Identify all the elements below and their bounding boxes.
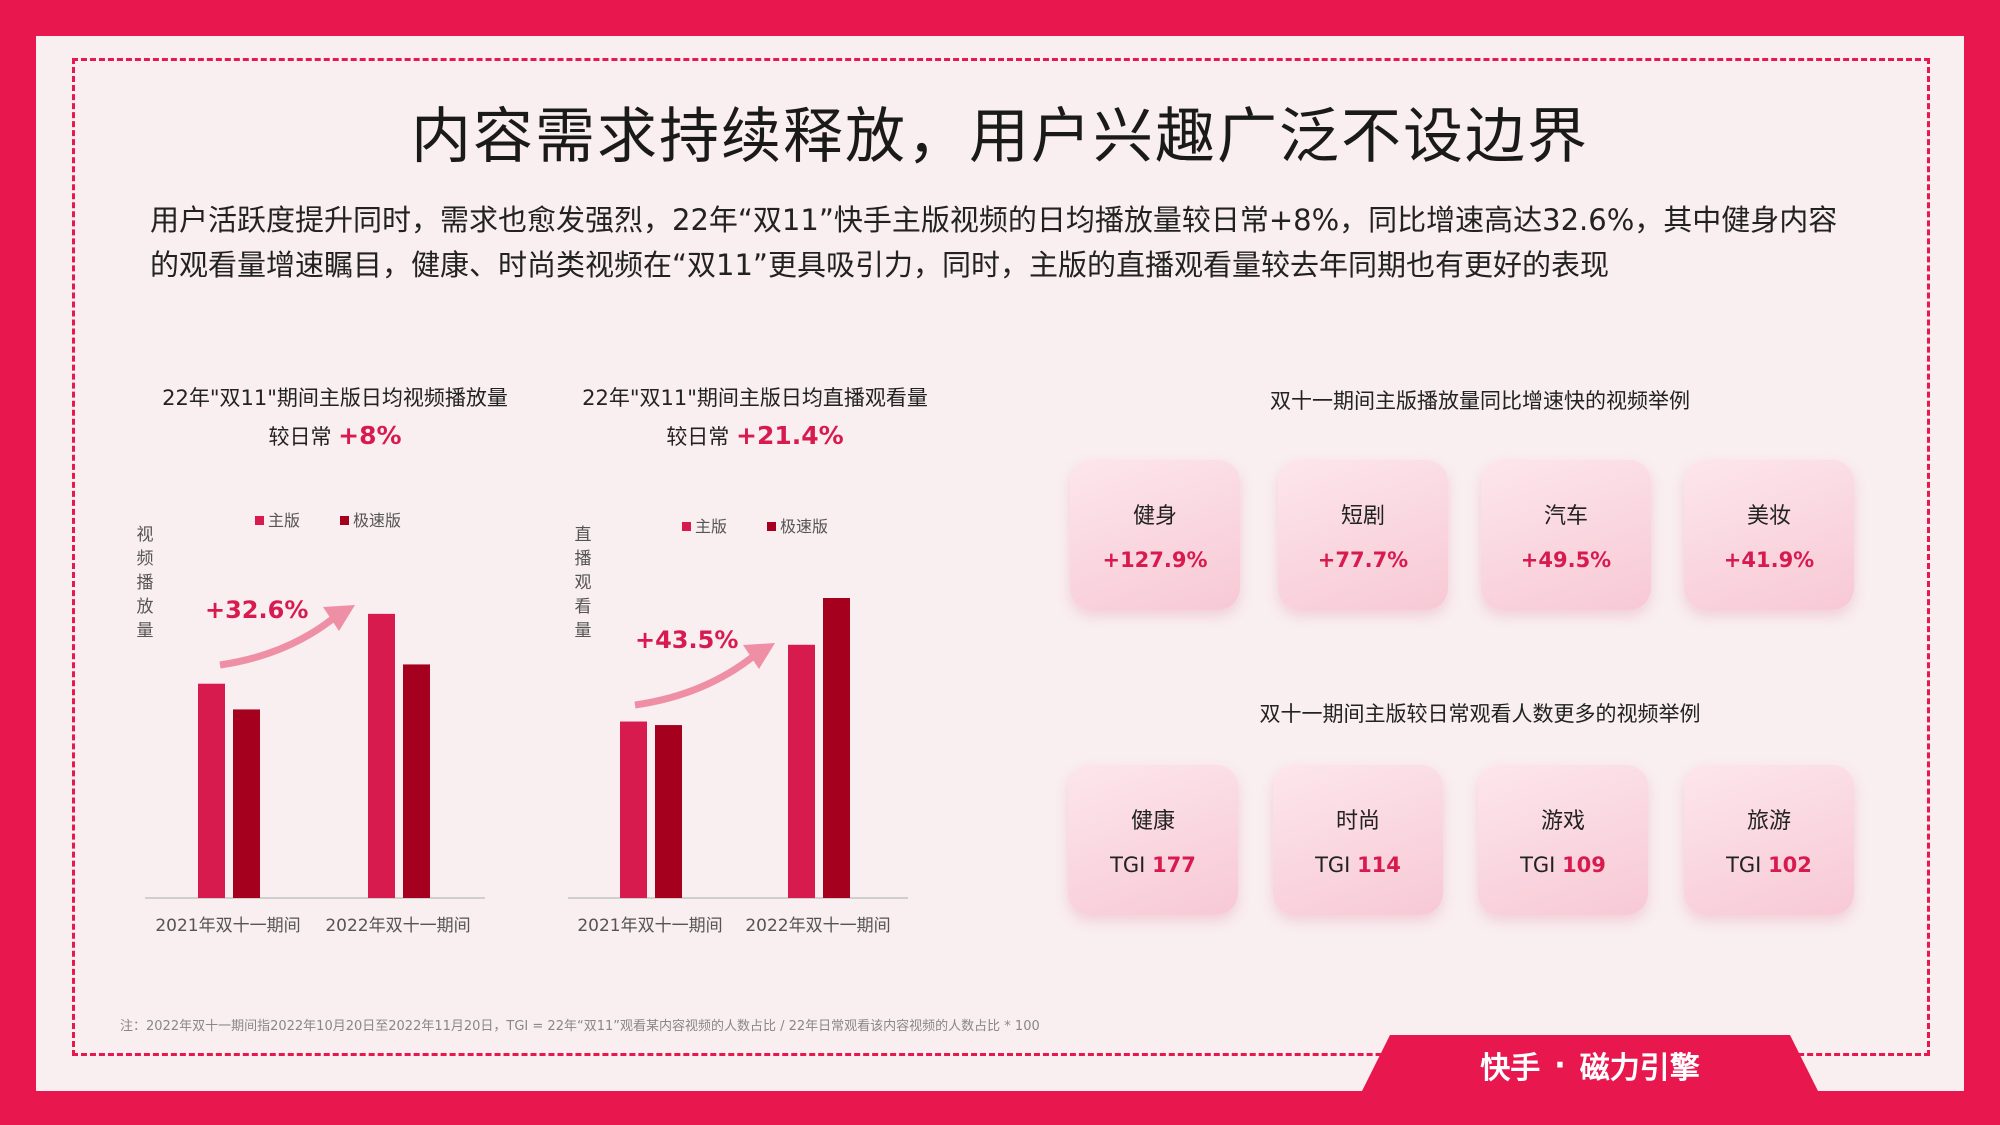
chart2-title-prefix: 较日常 xyxy=(666,425,730,449)
chart2-title-value: +21.4% xyxy=(736,421,844,450)
tgi-number: 177 xyxy=(1152,853,1196,877)
footer-shape xyxy=(1360,1035,1820,1095)
chart1-title-line1: 22年"双11"期间主版日均视频播放量 xyxy=(162,386,508,410)
chart1-bar-express-1 xyxy=(233,709,260,898)
chart2-y-label-char: 直 xyxy=(575,525,592,545)
tgi-prefix: TGI xyxy=(1726,853,1769,877)
kuaishou-logo: 快手 xyxy=(1480,1051,1541,1086)
chart2-bar-main-2 xyxy=(788,644,815,898)
card-category-label: 时尚 xyxy=(1335,809,1380,834)
chart2-title-line1: 22年"双11"期间主版日均直播观看量 xyxy=(582,386,928,410)
chart1-bar-main-1 xyxy=(198,683,225,898)
chart2-y-label-char: 观 xyxy=(575,573,592,593)
card-value: TGI 114 xyxy=(1273,853,1443,877)
card-category-label: 短剧 xyxy=(1340,504,1385,529)
chart1-legend-label-1: 主版 xyxy=(268,511,300,530)
card-category-label: 游戏 xyxy=(1540,809,1585,834)
chart2-y-label-char: 看 xyxy=(575,597,592,617)
tgi-prefix: TGI xyxy=(1315,853,1358,877)
chart2-y-label-char: 播 xyxy=(575,549,592,569)
dashed-border xyxy=(72,58,1930,1056)
tgi-card-2: 时尚 TGI 114 xyxy=(1273,765,1443,915)
footnote: 注：2022年双十一期间指2022年10月20日至2022年11月20日，TGI… xyxy=(120,1019,1040,1034)
footer-separator: · xyxy=(1554,1047,1566,1083)
chart2-bar-express-1 xyxy=(655,725,682,898)
cili-engine-logo: 磁力引擎 xyxy=(1579,1051,1700,1086)
growth-card-3: 汽车 +49.5% xyxy=(1481,460,1651,610)
chart1-y-label-char: 量 xyxy=(137,621,154,641)
card-value: TGI 177 xyxy=(1068,853,1238,877)
card-category-label: 健康 xyxy=(1130,809,1175,834)
card-category-label: 美妆 xyxy=(1746,504,1791,529)
card-category-label: 旅游 xyxy=(1746,809,1791,834)
chart2-x-tick-2: 2022年双十一期间 xyxy=(745,916,890,936)
growth-card-1: 健身 +127.9% xyxy=(1070,460,1240,610)
tgi-number: 102 xyxy=(1768,853,1812,877)
chart2-bar-express-2 xyxy=(823,598,850,898)
tgi-card-4: 旅游 TGI 102 xyxy=(1684,765,1854,915)
footer-banner: 快手 · 磁力引擎 xyxy=(1360,1035,1820,1095)
chart1-growth-arrow xyxy=(219,614,338,669)
card-category-label: 健身 xyxy=(1132,504,1177,529)
card-value: +41.9% xyxy=(1723,548,1815,572)
chart1-title-value: +8% xyxy=(338,421,402,450)
chart2-legend-label-2: 极速版 xyxy=(780,517,828,536)
chart1-x-tick-2: 2022年双十一期间 xyxy=(325,916,470,936)
growth-card-2: 短剧 +77.7% xyxy=(1278,460,1448,610)
chart2-growth-arrow-head xyxy=(743,643,775,669)
chart1-growth-annotation: +32.6% xyxy=(205,596,308,624)
card-value: TGI 109 xyxy=(1478,853,1648,877)
card-category-label: 汽车 xyxy=(1543,504,1588,529)
tgi-card-3: 游戏 TGI 109 xyxy=(1478,765,1648,915)
tgi-prefix: TGI xyxy=(1520,853,1563,877)
card-value: +127.9% xyxy=(1102,548,1208,572)
growth-card-4: 美妆 +41.9% xyxy=(1684,460,1854,610)
card-value: +77.7% xyxy=(1317,548,1409,572)
chart1-y-label-char: 频 xyxy=(137,549,154,569)
chart1-y-label-char: 放 xyxy=(137,597,154,617)
tgi-card-1: 健康 TGI 177 xyxy=(1068,765,1238,915)
chart2-legend-swatch-2 xyxy=(767,522,776,531)
intro-paragraph: 用户活跃度提升同时，需求也愈发强烈，22年“双11”快手主版视频的日均播放量较日… xyxy=(150,203,1838,282)
tgi-section-title: 双十一期间主版较日常观看人数更多的视频举例 xyxy=(1259,702,1701,726)
chart1-bar-express-2 xyxy=(403,664,430,898)
chart2-legend-label-1: 主版 xyxy=(695,517,727,536)
chart1-legend-label-2: 极速版 xyxy=(353,511,401,530)
card-value: +49.5% xyxy=(1520,548,1612,572)
chart2-growth-arrow xyxy=(634,652,758,709)
chart2-title: 22年"双11"期间主版日均直播观看量 较日常 +21.4% xyxy=(560,380,950,456)
chart2-bar-main-1 xyxy=(620,721,647,898)
tgi-prefix: TGI xyxy=(1110,853,1153,877)
chart1-y-label-char: 播 xyxy=(137,573,154,593)
chart2-legend-swatch-1 xyxy=(682,522,691,531)
chart1-legend-swatch-2 xyxy=(340,516,349,525)
chart2-growth-annotation: +43.5% xyxy=(635,626,738,654)
growth-section-title: 双十一期间主版播放量同比增速快的视频举例 xyxy=(1270,389,1690,413)
chart1-legend-swatch-1 xyxy=(255,516,264,525)
chart2-x-tick-1: 2021年双十一期间 xyxy=(577,916,722,936)
card-value: TGI 102 xyxy=(1684,853,1854,877)
chart1-y-label-char: 视 xyxy=(137,525,154,545)
tgi-number: 114 xyxy=(1357,853,1401,877)
chart1-growth-arrow-head xyxy=(323,605,355,631)
chart1-x-tick-1: 2021年双十一期间 xyxy=(155,916,300,936)
chart1-title-prefix: 较日常 xyxy=(268,425,332,449)
chart1-title: 22年"双11"期间主版日均视频播放量 较日常 +8% xyxy=(140,380,530,456)
chart2-y-label-char: 量 xyxy=(575,621,592,641)
page-title: 内容需求持续释放，用户兴趣广泛不设边界 xyxy=(411,102,1589,172)
chart1-bar-main-2 xyxy=(368,613,395,898)
tgi-number: 109 xyxy=(1562,853,1606,877)
